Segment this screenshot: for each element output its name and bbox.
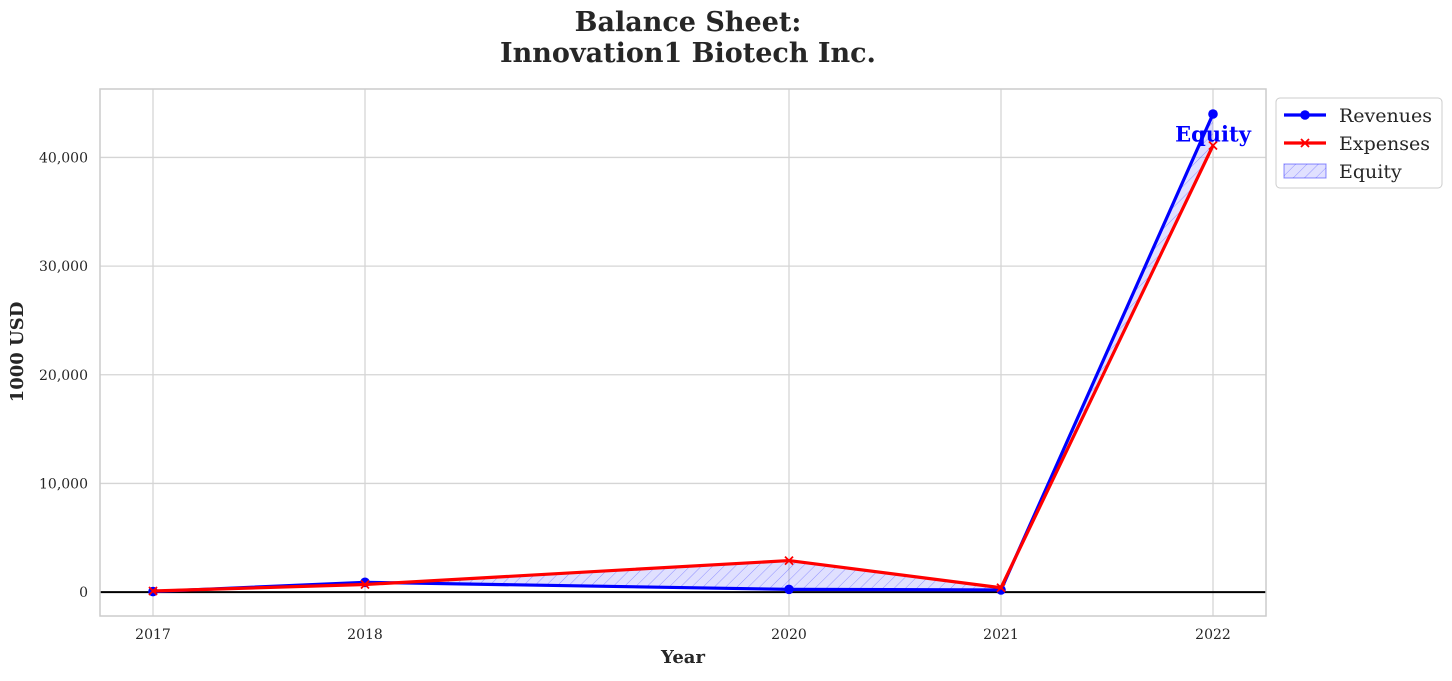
x-tick-label: 2018 bbox=[347, 627, 383, 643]
expenses-point bbox=[996, 583, 1006, 593]
x-axis-label: Year bbox=[660, 647, 705, 668]
expenses-point bbox=[1208, 140, 1218, 151]
expenses-point bbox=[360, 579, 370, 590]
legend-label-expenses: Expenses bbox=[1339, 133, 1430, 155]
y-tick-label: 40,000 bbox=[39, 150, 88, 166]
x-tick-label: 2017 bbox=[135, 627, 171, 643]
legend-label-revenues: Revenues bbox=[1339, 105, 1432, 127]
equity-annotation: Equity bbox=[1175, 122, 1252, 147]
revenues-point bbox=[1208, 109, 1218, 119]
legend: Revenues Expenses Equity bbox=[1275, 97, 1443, 189]
series-layer bbox=[148, 109, 1218, 597]
x-tick-label: 2020 bbox=[771, 627, 807, 643]
y-tick-label: 10,000 bbox=[39, 476, 88, 492]
chart-subtitle: Innovation1 Biotech Inc. bbox=[500, 38, 876, 69]
plot-area bbox=[100, 89, 1266, 616]
x-tick-label: 2021 bbox=[983, 627, 1019, 643]
y-axis-ticks: 0 10,000 20,000 30,000 40,000 bbox=[39, 150, 88, 601]
legend-marker-revenues bbox=[1300, 110, 1310, 120]
expenses-point bbox=[784, 555, 794, 566]
y-tick-label: 30,000 bbox=[39, 259, 88, 275]
y-axis-label: 1000 USD bbox=[7, 302, 28, 403]
chart-title: Balance Sheet: bbox=[575, 7, 802, 38]
x-axis-ticks: 2017 2018 2020 2021 2022 bbox=[135, 627, 1231, 643]
plot-frame bbox=[99, 88, 1267, 617]
y-tick-label: 0 bbox=[79, 585, 88, 601]
y-tick-label: 20,000 bbox=[39, 368, 88, 384]
legend-swatch-equity bbox=[1283, 163, 1327, 179]
x-tick-label: 2022 bbox=[1195, 627, 1231, 643]
expenses-point bbox=[148, 586, 158, 596]
legend-marker-expenses bbox=[1300, 138, 1310, 148]
revenues-point bbox=[784, 584, 794, 595]
legend-label-equity: Equity bbox=[1339, 161, 1402, 183]
